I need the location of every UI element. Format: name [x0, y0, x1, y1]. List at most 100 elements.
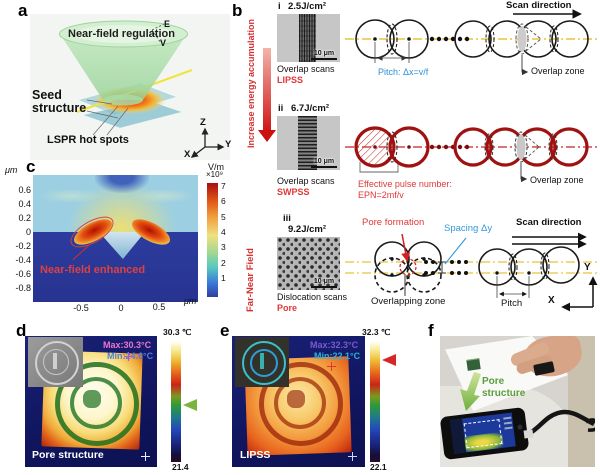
- air-region: [33, 175, 198, 232]
- pulse-dots-i: [429, 36, 470, 42]
- c-ytick-0: 0.6: [18, 185, 31, 195]
- overlap-zone-fill-i: [517, 26, 527, 52]
- e-max-reading: Max:32.3°C: [310, 340, 359, 350]
- panel-a-label: a: [18, 1, 28, 20]
- scalebar-i-text: 10 μm: [313, 50, 335, 57]
- c-xtick-0: -0.5: [73, 303, 89, 313]
- spacing-label: Spacing Δy: [444, 223, 493, 234]
- c-y-axis-unit: μm: [5, 165, 18, 175]
- scalebar-iii-bar: [311, 286, 337, 288]
- scan-diagram-row-ii: [345, 126, 600, 183]
- c-cbtick-6: 1: [221, 273, 226, 283]
- c-cbtick-5: 2: [221, 258, 226, 268]
- v-vector-label: V: [160, 38, 167, 48]
- seed-leader-2: [86, 110, 119, 119]
- temperature-marker-arrow-e: [382, 354, 396, 366]
- far-near-field-label: Far-Near Field: [245, 248, 256, 312]
- energy-arrow-head: [258, 130, 276, 142]
- v-vector-arrow: [151, 29, 162, 44]
- phone-screen-thermal: [450, 412, 516, 454]
- row-ii-structure: SWPSS: [277, 187, 310, 197]
- scan-diagram-row-i: [345, 9, 600, 76]
- c-ytick-6: -0.6: [15, 269, 31, 279]
- circle-centers-left: [390, 257, 426, 277]
- axis-x-label: X: [184, 149, 191, 160]
- row-ii-fluence: 6.7J/cm²: [291, 103, 330, 114]
- c-cbtick-0: 7: [221, 181, 226, 191]
- row-i-overlap-label: Overlap zone: [531, 66, 585, 76]
- nearfield-enhanced-label: Near-field enhanced: [40, 264, 146, 276]
- row-iii-pitch-label: Pitch: [501, 298, 523, 309]
- seal-center-d: [83, 390, 101, 408]
- e-vector-label: E: [164, 19, 171, 29]
- overlap-pointer-ii: [520, 163, 528, 183]
- lipss-stripe: [299, 14, 316, 62]
- row-i-fluence: 2.5J/cm²: [288, 1, 327, 12]
- e-colorbar-top: 32.3 ℃: [362, 327, 391, 337]
- c-cbtick-3: 4: [221, 227, 226, 237]
- row-ii-overlap-label: Overlap zone: [530, 175, 584, 185]
- c-colorbar-scale: ×10⁹: [206, 170, 223, 179]
- c-xtick-1: 0: [118, 303, 124, 313]
- photo-thermal-demo: Pore structure: [440, 336, 595, 467]
- e-colorbar-bottom: 22.1: [370, 462, 387, 472]
- epn-label-line1: Effective pulse number:: [358, 179, 452, 189]
- c-ytick-3: 0: [25, 227, 31, 237]
- scalebar-i-bar: [311, 58, 337, 60]
- scalebar-iii-text: 10 μm: [313, 278, 335, 285]
- c-cbtick-4: 3: [221, 242, 226, 252]
- epn-bracket: [359, 162, 399, 173]
- scalebar-ii: 10 μm: [311, 158, 337, 168]
- scan-direction-arrows-iii: [512, 232, 587, 249]
- overlap-zone-fill-ii: [516, 134, 526, 160]
- c-ytick-5: -0.4: [15, 255, 31, 265]
- pitch-measure-iii: [496, 276, 530, 298]
- overlapping-zone-label: Overlapping zone: [371, 296, 446, 307]
- photo-overlay-art: [460, 372, 595, 439]
- axis-y-label: Y: [225, 139, 232, 150]
- row-i-scan-direction: Scan direction: [506, 0, 572, 11]
- row-iii-caption: Dislocation scans: [277, 292, 348, 302]
- optical-inset-lipss-seal: [235, 337, 289, 387]
- pore-formation-label: Pore formation: [362, 217, 425, 228]
- max-spot-crosshair-e: [327, 362, 336, 371]
- seal-ring-inner-e: [274, 377, 326, 429]
- sem-image-lipss: 10 μm: [277, 14, 340, 62]
- seal-ring-outer-d: [55, 362, 139, 446]
- cursor-crosshair-e: [348, 452, 357, 461]
- sem-image-pore: 10 μm: [277, 237, 340, 290]
- pulse-dots-iii: [424, 260, 468, 275]
- e-colorbar: [370, 341, 380, 462]
- c-ytick-7: -0.8: [15, 283, 31, 293]
- cursor-crosshair-d: [141, 452, 150, 461]
- scalebar-ii-text: 10 μm: [313, 158, 335, 165]
- c-ytick-1: 0.4: [18, 199, 31, 209]
- overlap-pointer-i: [521, 55, 529, 76]
- cone-tip: [103, 94, 143, 106]
- xy-axis-glyph: [561, 276, 598, 312]
- phone-camera-dot: [517, 424, 523, 430]
- row-i-pitch-label: Pitch: Δx=v/f: [378, 67, 429, 77]
- f-annotation: Pore structure: [482, 376, 526, 399]
- lspr-label: LSPR hot spots: [47, 134, 129, 146]
- swpss-stripe: [298, 116, 317, 170]
- lspr-leader-2: [106, 107, 129, 136]
- c-x-axis-unit: μm: [184, 296, 197, 306]
- nearfield-title: Near-field regulation: [68, 28, 175, 40]
- row-iii-fluence: 9.2J/cm²: [288, 224, 327, 235]
- sem-image-swpss: 10 μm: [277, 116, 340, 170]
- c-xtick-2: 0.5: [152, 302, 166, 312]
- c-cbtick-1: 6: [221, 196, 226, 206]
- cone-opening: [73, 25, 174, 43]
- green-pointer-arrow: [460, 372, 481, 411]
- c-colorbar-unit: V/m: [208, 162, 225, 172]
- spacing-bracket: [438, 261, 446, 274]
- sem-inset-pore-seal: [28, 337, 83, 387]
- panel-a-illustration: [30, 14, 230, 160]
- row-iii-structure: Pore: [277, 303, 298, 313]
- row-i-index: i: [278, 1, 281, 12]
- scan-diagram-row-iii: [345, 232, 600, 312]
- nearfield-simulation-plot: Near-field enhanced: [33, 175, 198, 302]
- temperature-marker-arrow-d: [183, 399, 197, 411]
